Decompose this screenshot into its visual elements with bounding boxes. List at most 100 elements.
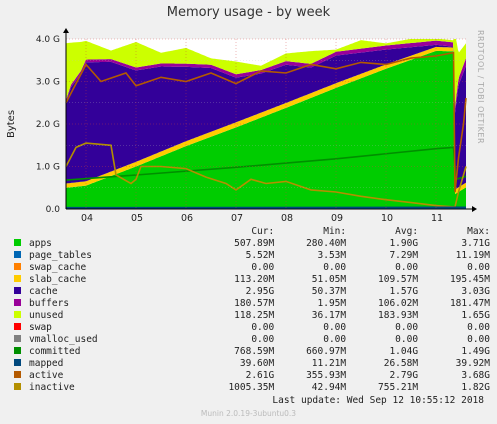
- legend-row-swap: swap 0.00 0.00 0.00 0.00: [12, 322, 490, 334]
- x-axis-arrow: [472, 206, 477, 212]
- legend-row-committed: committed 768.59M 660.97M 1.04G 1.49G: [12, 346, 490, 358]
- legend-row-cache: cache 2.95G 50.37M 1.57G 3.03G: [12, 286, 490, 298]
- legend-cur: 0.00: [251, 262, 275, 273]
- legend-table: Cur: Min: Avg: Max: apps 507.89M 280.40M 1.…: [12, 226, 490, 394]
- legend-label: slab_cache: [29, 274, 87, 285]
- legend-avg: 7.29M: [389, 250, 419, 261]
- header-avg: Avg:: [395, 226, 419, 237]
- x-tick-label: 11: [431, 213, 443, 224]
- legend-avg: 109.57M: [378, 274, 419, 285]
- legend-label: swap_cache: [29, 262, 87, 273]
- x-tick-label: 07: [231, 213, 243, 224]
- legend-avg: 106.02M: [378, 298, 419, 309]
- legend-cur: 0.00: [251, 334, 275, 345]
- legend-swatch: [14, 311, 21, 318]
- legend-avg: 2.79G: [389, 370, 419, 381]
- legend-min: 355.93M: [306, 370, 347, 381]
- legend-cur: 0.00: [251, 322, 275, 333]
- legend-swatch: [14, 299, 21, 306]
- legend-header-row: Cur: Min: Avg: Max:: [12, 226, 490, 238]
- legend-cur: 2.61G: [245, 370, 275, 381]
- header-cur: Cur:: [251, 226, 275, 237]
- legend-min: 660.97M: [306, 346, 347, 357]
- legend-label: cache: [29, 286, 58, 297]
- legend-label: committed: [29, 346, 81, 357]
- legend-cur: 768.59M: [234, 346, 275, 357]
- legend-label: active: [29, 370, 64, 381]
- legend-row-unused: unused 118.25M 36.17M 183.93M 1.65G: [12, 310, 490, 322]
- legend-row-active: active 2.61G 355.93M 2.79G 3.68G: [12, 370, 490, 382]
- x-tick-label: 08: [281, 213, 293, 224]
- legend-cur: 118.25M: [234, 310, 275, 321]
- y-axis-arrow: [63, 28, 69, 33]
- legend-row-page_tables: page_tables 5.52M 3.53M 7.29M 11.19M: [12, 250, 490, 262]
- legend-min: 11.21M: [311, 358, 347, 369]
- chart-title: Memory usage - by week: [166, 5, 331, 20]
- y-tick-label: 0.0: [46, 205, 61, 215]
- legend-row-apps: apps 507.89M 280.40M 1.90G 3.71G: [12, 238, 490, 250]
- legend-max: 1.49G: [461, 346, 490, 357]
- legend-swatch: [14, 347, 21, 354]
- legend-avg: 1.90G: [389, 238, 419, 249]
- legend-label: page_tables: [29, 250, 92, 261]
- legend-min: 0.00: [323, 262, 347, 273]
- legend-swatch: [14, 239, 21, 246]
- legend-cur: 1005.35M: [228, 382, 275, 393]
- legend-label: unused: [29, 310, 64, 321]
- header-min: Min:: [323, 226, 347, 237]
- legend-label: swap: [29, 322, 52, 333]
- legend-label: inactive: [29, 382, 75, 393]
- last-update: Last update: Wed Sep 12 10:55:12 2018: [272, 395, 484, 406]
- legend-max: 0.00: [467, 262, 490, 273]
- y-tick-label: 4.0 G: [36, 35, 60, 45]
- legend-label: apps: [29, 238, 52, 249]
- x-tick-label: 06: [181, 213, 193, 224]
- legend-max: 1.82G: [461, 382, 490, 393]
- x-tick-label: 05: [131, 213, 143, 224]
- header-max: Max:: [467, 226, 490, 237]
- legend-avg: 0.00: [395, 262, 419, 273]
- legend-min: 51.05M: [311, 274, 347, 285]
- area-apps: [66, 50, 466, 210]
- legend-min: 42.94M: [311, 382, 347, 393]
- legend-max: 0.00: [467, 322, 490, 333]
- legend-max: 3.71G: [461, 238, 490, 249]
- legend-avg: 183.93M: [378, 310, 419, 321]
- legend-row-vmalloc_used: vmalloc_used 0.00 0.00 0.00 0.00: [12, 334, 490, 346]
- legend-swatch: [14, 251, 21, 258]
- x-tick-label: 09: [331, 213, 343, 224]
- area-cache: [66, 44, 466, 190]
- legend-avg: 0.00: [395, 322, 419, 333]
- legend-swatch: [14, 383, 21, 390]
- legend-cur: 180.57M: [234, 298, 275, 309]
- legend-max: 181.47M: [449, 298, 490, 309]
- area-unused: [66, 39, 466, 107]
- x-tick-label: 10: [381, 213, 393, 224]
- legend-avg: 755.21M: [378, 382, 419, 393]
- legend-min: 3.53M: [317, 250, 347, 261]
- legend-swatch: [14, 371, 21, 378]
- legend-cur: 2.95G: [245, 286, 275, 297]
- munin-version: Munin 2.0.19-3ubuntu0.3: [200, 409, 297, 418]
- legend-avg: 1.57G: [389, 286, 419, 297]
- rrdtool-credit: RRDTOOL / TOBI OETIKER: [476, 30, 485, 145]
- legend-swatch: [14, 263, 21, 270]
- legend-row-inactive: inactive 1005.35M 42.94M 755.21M 1.82G: [12, 382, 490, 394]
- legend-cur: 113.20M: [234, 274, 275, 285]
- legend-row-slab_cache: slab_cache 113.20M 51.05M 109.57M 195.45M: [12, 274, 490, 286]
- legend-avg: 0.00: [395, 334, 419, 345]
- legend-swatch: [14, 275, 21, 282]
- x-tick-label: 04: [81, 213, 93, 224]
- legend-row-mapped: mapped 39.60M 11.21M 26.58M 39.92M: [12, 358, 490, 370]
- y-tick-label: 3.0 G: [36, 78, 60, 88]
- legend-label: mapped: [29, 358, 64, 369]
- legend-min: 280.40M: [306, 238, 347, 249]
- legend-max: 39.92M: [455, 358, 490, 369]
- legend-row-buffers: buffers 180.57M 1.95M 106.02M 181.47M: [12, 298, 490, 310]
- legend-min: 36.17M: [311, 310, 347, 321]
- legend-max: 11.19M: [455, 250, 490, 261]
- legend-max: 1.65G: [461, 310, 490, 321]
- y-axis-label: Bytes: [6, 110, 17, 138]
- legend-swatch: [14, 287, 21, 294]
